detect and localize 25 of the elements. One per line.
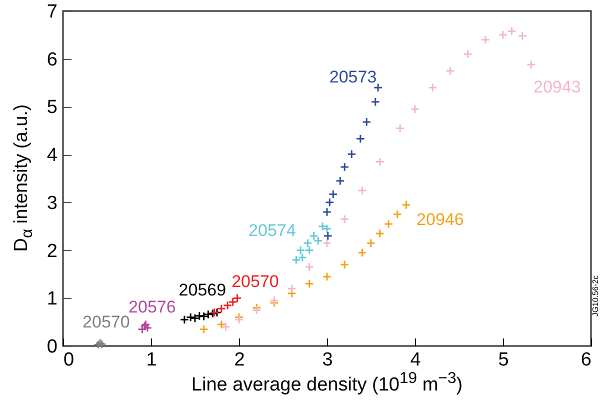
series-label: 20570 [232, 272, 279, 292]
x-tick-label: 0 [64, 350, 74, 370]
x-tick-label: 6 [580, 350, 592, 370]
y-tick-label: 2 [46, 240, 58, 262]
x-axis-title: Line average density (10$^{19}$ m$^{−3}$) [190, 370, 464, 396]
annotation: JG10.56-2c [591, 275, 600, 317]
series-label: 20943 [534, 78, 581, 97]
series-label: 20573 [329, 68, 377, 87]
x-tick-label: 5 [498, 350, 509, 370]
x-tick-label: 1 [146, 350, 157, 370]
y-tick-label: 3 [46, 192, 58, 214]
series-label: 20576 [128, 297, 176, 316]
x-tick-label: 4 [410, 350, 422, 370]
series-label: 20946 [416, 210, 464, 229]
y-tick-label: 1 [46, 288, 58, 310]
y-tick-label: 7 [46, 2, 58, 22]
series-label: 20574 [248, 220, 296, 240]
x-tick-label: 3 [322, 350, 333, 370]
x-tick-label: 2 [234, 350, 245, 370]
series-label: 20570 [82, 312, 130, 332]
y-tick-label: 0 [46, 336, 58, 358]
series-label: 20569 [178, 280, 226, 300]
y-tick-label: 6 [46, 49, 58, 70]
y-tick-label: 5 [46, 97, 58, 118]
y-tick-label: 4 [46, 145, 58, 166]
